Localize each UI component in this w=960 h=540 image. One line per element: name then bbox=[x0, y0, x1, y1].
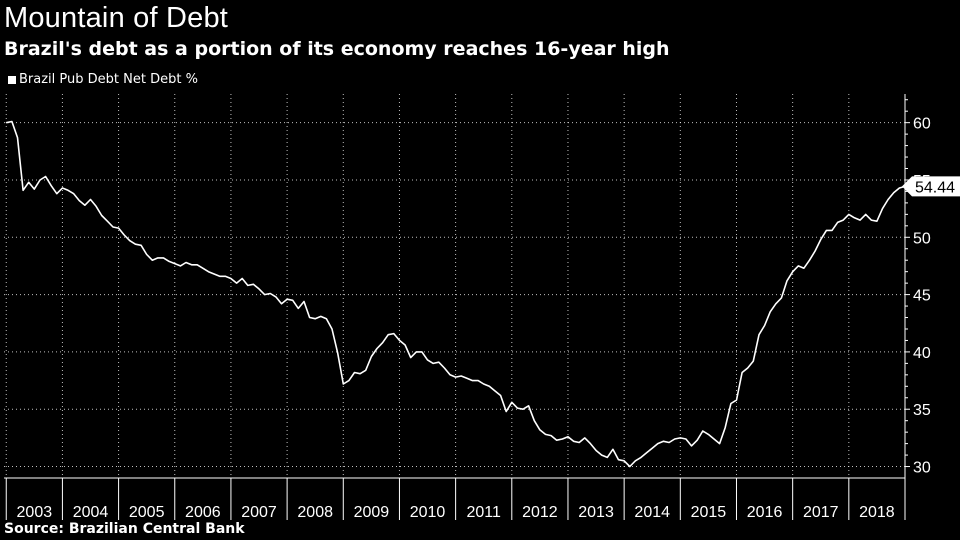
y-tick-label: 45 bbox=[913, 288, 931, 305]
y-tick-label: 60 bbox=[913, 116, 931, 133]
source-note: Source: Brazilian Central Bank bbox=[4, 521, 245, 537]
legend: Brazil Pub Debt Net Debt % bbox=[8, 72, 198, 87]
x-tick-label: 2007 bbox=[241, 504, 277, 521]
x-tick-label: 2016 bbox=[747, 504, 783, 521]
x-tick-label: 2015 bbox=[691, 504, 727, 521]
x-tick-label: 2006 bbox=[185, 504, 221, 521]
x-tick-label: 2014 bbox=[634, 504, 670, 521]
y-tick-label: 50 bbox=[913, 230, 931, 247]
x-tick-label: 2017 bbox=[803, 504, 839, 521]
y-tick-label: 40 bbox=[913, 345, 931, 362]
series-line bbox=[6, 120, 906, 468]
x-tick-label: 2005 bbox=[129, 504, 165, 521]
x-tick-label: 2008 bbox=[297, 504, 333, 521]
y-tick-label: 30 bbox=[913, 460, 931, 477]
chart-title: Mountain of Debt bbox=[4, 2, 229, 34]
last-value-callout bbox=[902, 176, 960, 197]
x-tick-label: 2003 bbox=[17, 504, 53, 521]
legend-label: Brazil Pub Debt Net Debt % bbox=[19, 72, 198, 87]
legend-swatch bbox=[8, 75, 16, 84]
x-tick-label: 2010 bbox=[410, 504, 446, 521]
x-tick-label: 2012 bbox=[522, 504, 558, 521]
chart-subtitle: Brazil's debt as a portion of its econom… bbox=[4, 38, 670, 60]
x-tick-label: 2009 bbox=[354, 504, 390, 521]
last-value-label: 54.44 bbox=[915, 179, 955, 196]
y-tick-label: 35 bbox=[913, 402, 931, 419]
x-tick-label: 2018 bbox=[859, 504, 895, 521]
x-tick-label: 2013 bbox=[578, 504, 614, 521]
x-tick-label: 2004 bbox=[73, 504, 109, 521]
x-tick-label: 2011 bbox=[467, 504, 502, 521]
